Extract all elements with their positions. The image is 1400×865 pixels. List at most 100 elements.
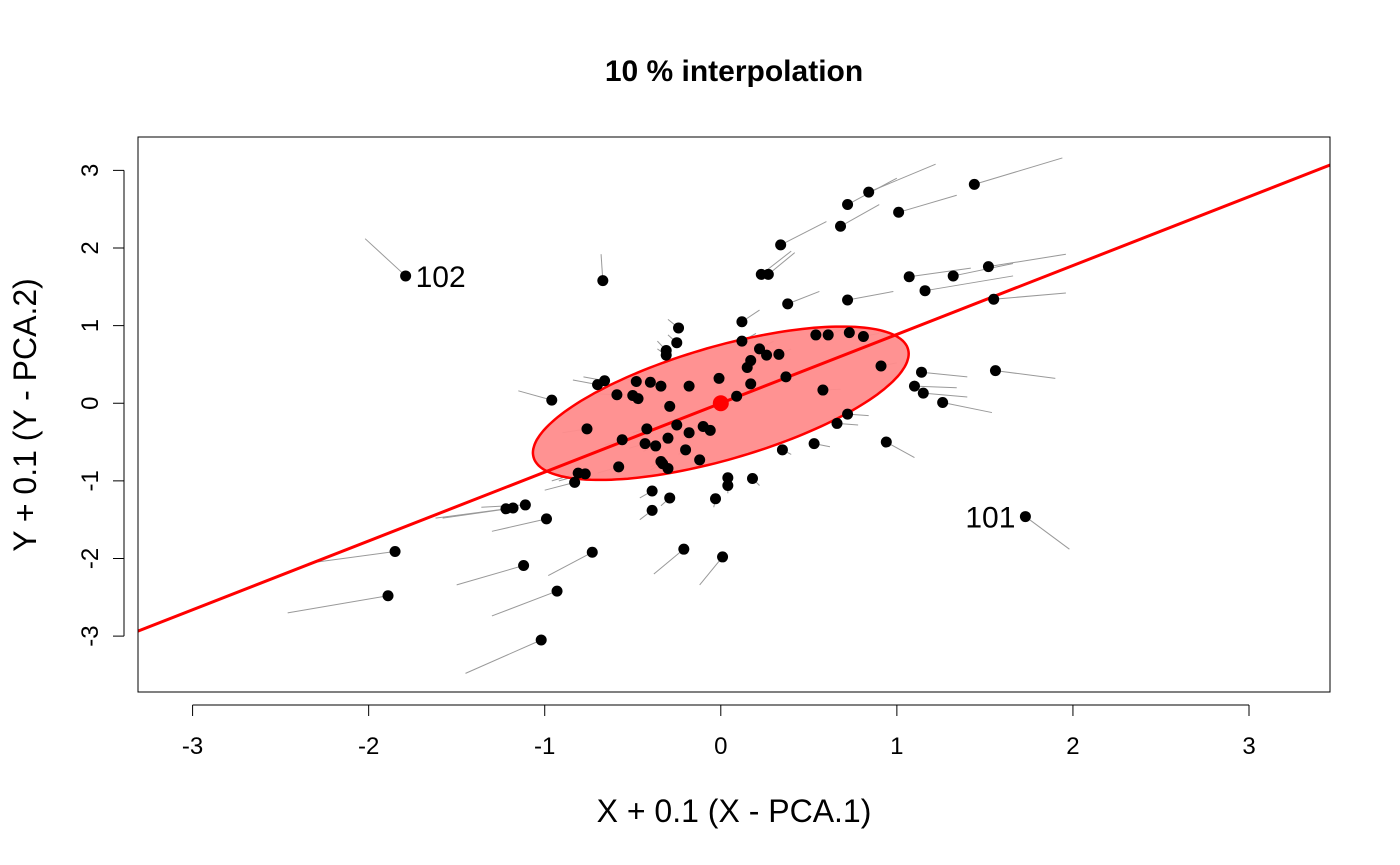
data-point [382, 590, 394, 602]
data-point [917, 387, 929, 399]
data-point [671, 419, 683, 431]
displacement-segment [988, 253, 1066, 268]
data-point [657, 458, 669, 470]
data-point [808, 438, 820, 450]
displacement-segment [909, 267, 971, 278]
data-point [581, 423, 593, 435]
y-tick-label: 3 [77, 164, 104, 177]
x-tick-label: 3 [1242, 733, 1255, 760]
displacement-segment [847, 290, 894, 301]
data-point [519, 499, 531, 511]
y-tick-label: -2 [77, 548, 104, 569]
data-point [989, 365, 1001, 377]
displacement-segment [518, 390, 552, 401]
data-point [400, 270, 412, 282]
data-point [694, 454, 706, 466]
data-point [500, 503, 512, 515]
data-point [586, 546, 598, 558]
x-tick-label: 2 [1066, 733, 1079, 760]
data-point [673, 322, 685, 334]
data-point [717, 551, 729, 563]
data-point [641, 423, 653, 435]
data-point [678, 543, 690, 555]
data-point [831, 417, 843, 429]
y-tick-label: -3 [77, 625, 104, 646]
x-tick-label: 1 [890, 733, 903, 760]
data-point [782, 298, 794, 310]
displacement-segment [942, 401, 993, 414]
data-point [540, 513, 552, 525]
displacement-segment [364, 238, 406, 277]
data-point [551, 585, 563, 597]
data-point [773, 348, 785, 360]
data-point [908, 380, 920, 392]
data-point [736, 335, 748, 347]
displacement-segment [548, 551, 593, 577]
data-point [875, 360, 887, 372]
data-point [745, 378, 757, 390]
data-point [518, 559, 530, 571]
data-point [746, 473, 758, 485]
displacement-segment [653, 548, 685, 575]
data-point [893, 206, 905, 218]
displacement-segment [491, 518, 547, 532]
x-tick-label: 0 [714, 733, 727, 760]
data-point [947, 270, 959, 282]
displacement-segment [921, 371, 968, 378]
data-point [644, 376, 656, 388]
data-point [671, 337, 683, 349]
data-point [968, 178, 980, 190]
data-point [660, 349, 672, 361]
displacement-segment [974, 157, 1063, 185]
displacement-segment [491, 590, 558, 617]
data-point [632, 393, 644, 405]
data-point [664, 400, 676, 412]
displacement-segment [898, 194, 957, 213]
displacement-segment [1025, 516, 1070, 550]
data-point [655, 380, 667, 392]
x-axis: -3 -2 -1 0 1 2 3 [182, 704, 1256, 760]
displacement-segment [780, 221, 827, 246]
data-point [731, 390, 743, 402]
displacement-segment [308, 551, 396, 564]
point-label: 101 [965, 502, 1015, 535]
data-point [704, 424, 716, 436]
displacement-segment [995, 370, 1056, 379]
data-point [780, 371, 792, 383]
y-axis-label: Y + 0.1 (Y - PCA.2) [7, 278, 43, 552]
data-point [843, 327, 855, 339]
data-point [613, 461, 625, 473]
data-point [937, 396, 949, 408]
data-point [761, 349, 773, 361]
data-point [863, 186, 875, 198]
displacement-segment [456, 564, 524, 586]
points-layer [382, 178, 1031, 646]
data-point [664, 492, 676, 504]
data-point [919, 285, 931, 297]
data-point [680, 444, 692, 456]
point-labels-layer: 102 101 [416, 261, 1016, 535]
data-point [988, 293, 1000, 305]
data-point [775, 239, 787, 251]
data-point [822, 329, 834, 341]
data-point [599, 375, 611, 387]
data-point [597, 275, 609, 287]
data-point [842, 294, 854, 306]
chart-title: 10 % interpolation [605, 55, 863, 88]
data-point [741, 362, 753, 374]
y-tick-label: 0 [77, 397, 104, 410]
displacement-segment [993, 292, 1066, 300]
data-point [683, 380, 695, 392]
y-tick-label: 1 [77, 319, 104, 332]
displacement-segment [435, 508, 507, 519]
data-point [683, 427, 695, 439]
data-point [880, 436, 892, 448]
displacement-segment [465, 639, 542, 674]
data-point [650, 440, 662, 452]
data-point [754, 343, 766, 355]
data-point [569, 476, 581, 488]
displacement-segment [840, 204, 880, 227]
data-point [639, 438, 651, 450]
data-point [842, 199, 854, 211]
